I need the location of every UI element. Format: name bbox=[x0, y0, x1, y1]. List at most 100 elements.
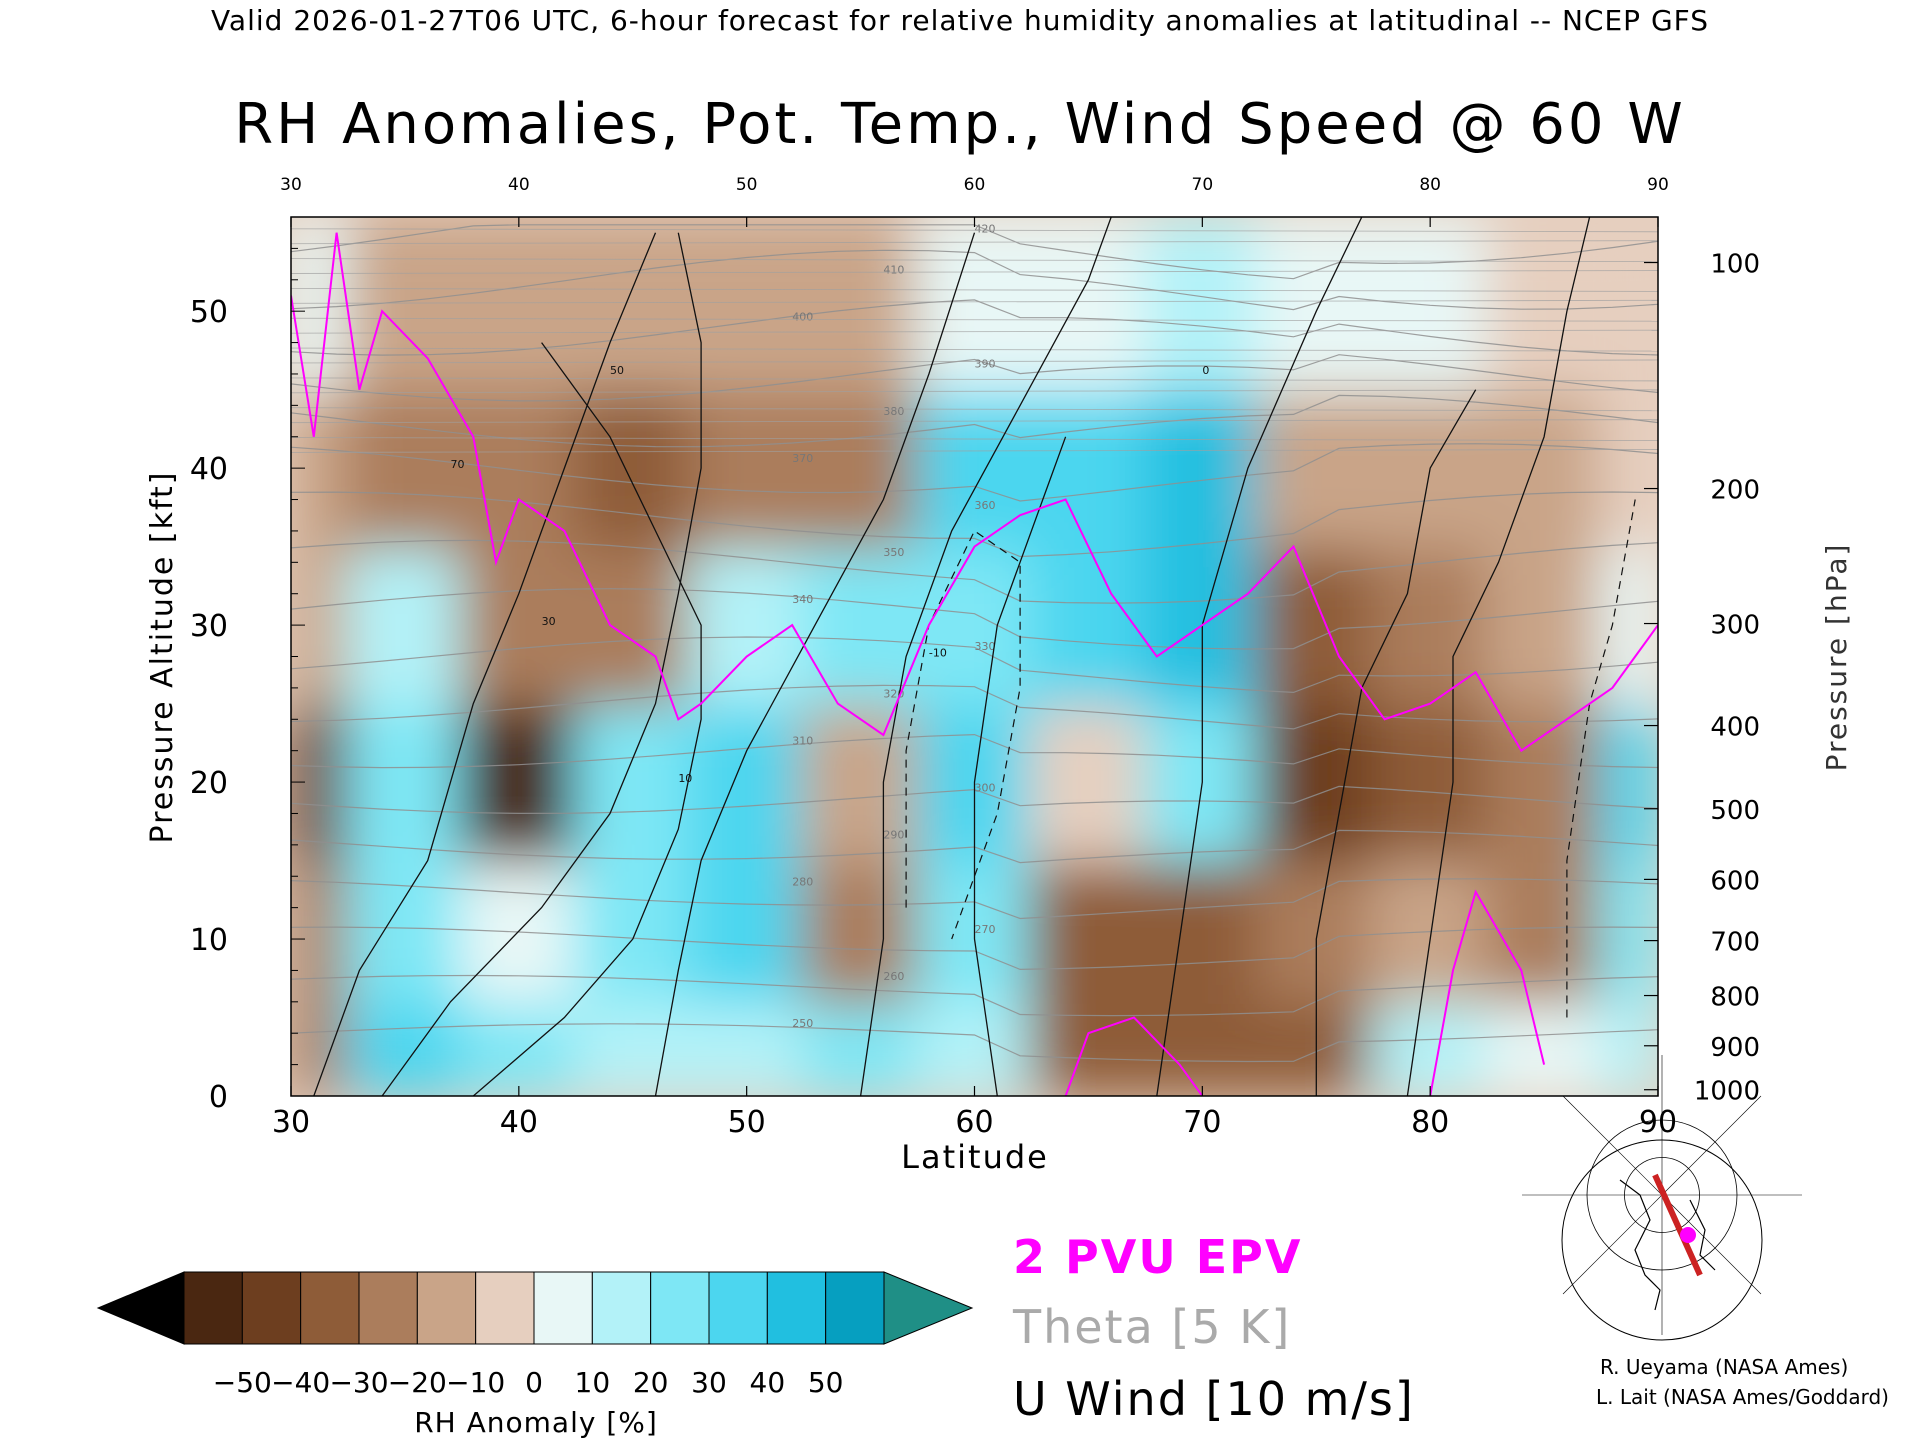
colorbar-label: RH Anomaly [%] bbox=[414, 1406, 658, 1439]
rh-cell bbox=[687, 217, 806, 392]
theta-contour-label: 310 bbox=[792, 734, 813, 747]
rh-cell bbox=[1143, 858, 1262, 1004]
rh-cell bbox=[915, 387, 1034, 549]
colorbar-tick-label: 20 bbox=[633, 1366, 669, 1399]
theta-contour-fine bbox=[291, 329, 1658, 334]
rh-cell bbox=[1029, 858, 1148, 1004]
colorbar-box bbox=[416, 1271, 477, 1345]
theta-contour-fine bbox=[291, 270, 1658, 274]
x-tick-label: 70 bbox=[1183, 1105, 1221, 1140]
rh-cell bbox=[801, 387, 920, 549]
theta-contour-fine bbox=[291, 389, 1658, 394]
u-wind-contour-label: 50 bbox=[610, 364, 624, 377]
u-wind-contour bbox=[859, 217, 1112, 1096]
chart-title: RH Anomalies, Pot. Temp., Wind Speed @ 6… bbox=[234, 92, 1686, 157]
x-top-tick-label: 90 bbox=[1647, 175, 1669, 195]
rh-cell bbox=[459, 999, 578, 1096]
x-tick-label: 30 bbox=[272, 1105, 310, 1140]
u-wind-contour-label: 30 bbox=[542, 615, 556, 628]
inset-location-marker bbox=[1680, 1227, 1696, 1243]
u-wind-contour-label: 70 bbox=[450, 458, 464, 471]
x-top-tick-label: 60 bbox=[964, 175, 986, 195]
rh-cell bbox=[915, 217, 1034, 392]
epv-contour-lower bbox=[1429, 889, 1546, 1096]
colorbar-box bbox=[183, 1271, 243, 1345]
theta-contour-label: 350 bbox=[883, 546, 904, 559]
rh-cell bbox=[687, 858, 806, 1004]
x-axis-label: Latitude bbox=[901, 1138, 1049, 1176]
colorbar-tick-label: −20 bbox=[388, 1366, 447, 1399]
rh-cell bbox=[1371, 217, 1490, 392]
y-tick-label: 40 bbox=[190, 452, 228, 487]
rh-cell bbox=[1029, 544, 1148, 706]
y-tick-label: 10 bbox=[190, 923, 228, 958]
theta-contour-label: 380 bbox=[883, 405, 904, 418]
rh-cell bbox=[1029, 217, 1148, 392]
colorbar-box bbox=[475, 1271, 535, 1345]
inset-meridian bbox=[1562, 1194, 1663, 1295]
colorbar-box bbox=[708, 1271, 768, 1345]
y2-axis-label: Pressure [hPa] bbox=[1820, 543, 1853, 772]
x-tick-label: 60 bbox=[955, 1105, 993, 1140]
colorbar-tick-label: −30 bbox=[329, 1366, 388, 1399]
rh-cell bbox=[1257, 387, 1376, 549]
credit-line-2: L. Lait (NASA Ames/Goddard) bbox=[1596, 1385, 1889, 1409]
rh-cell bbox=[687, 387, 806, 549]
rh-cell bbox=[1599, 217, 1658, 392]
x-tick-label: 80 bbox=[1411, 1105, 1449, 1140]
u-wind-contour bbox=[1406, 217, 1591, 1096]
x-top-tick-label: 80 bbox=[1419, 175, 1441, 195]
theta-contour-fine bbox=[291, 448, 1658, 453]
epv-contour bbox=[291, 232, 1658, 753]
rh-cell bbox=[1599, 544, 1658, 706]
inset-meridian bbox=[1661, 1095, 1762, 1196]
u-wind-contour bbox=[381, 232, 702, 1096]
theta-contour-label: 250 bbox=[792, 1017, 813, 1030]
colorbar-tick-label: 30 bbox=[691, 1366, 727, 1399]
theta-contour-label: 270 bbox=[975, 923, 996, 936]
theta-contour-label: 400 bbox=[792, 311, 813, 324]
epv-2pvu-contour bbox=[291, 232, 1658, 1096]
theta-contour-label: 280 bbox=[792, 876, 813, 889]
theta-contour-label: 420 bbox=[975, 223, 996, 236]
rh-cell bbox=[1029, 701, 1148, 863]
rh-cell bbox=[345, 544, 464, 706]
u-wind-contour-label: 10 bbox=[678, 772, 692, 785]
colorbar-low-triangle bbox=[96, 1271, 185, 1345]
theta-contour-label: 300 bbox=[975, 781, 996, 794]
colorbar-box bbox=[591, 1271, 652, 1345]
rh-cell bbox=[1599, 387, 1658, 549]
theta-contour bbox=[291, 299, 1658, 356]
x-top-tick-label: 30 bbox=[280, 175, 302, 195]
rh-cell bbox=[1485, 217, 1604, 392]
colorbar-tick-label: 50 bbox=[808, 1366, 844, 1399]
theta-contour-fine bbox=[291, 437, 1658, 441]
theta-contours: 2502602702802903003103203303403503603703… bbox=[291, 223, 1658, 1063]
theta-contour-label: 410 bbox=[883, 264, 904, 277]
theta-contour-label: 330 bbox=[975, 640, 996, 653]
rh-cell bbox=[459, 387, 578, 549]
rh-cell bbox=[345, 999, 464, 1096]
colorbar: −50 −40 −30 −20 −10 0 10 20 30 40 50 bbox=[96, 1271, 974, 1399]
theta-contour-fine bbox=[291, 287, 1658, 292]
rh-cell bbox=[801, 217, 920, 392]
rh-cell bbox=[687, 701, 806, 863]
theta-contour-fine bbox=[291, 240, 1658, 245]
legend-u-wind: U Wind [10 m/s] bbox=[1013, 1372, 1415, 1426]
rh-cell bbox=[801, 701, 920, 863]
u-wind-contour-label: -10 bbox=[929, 647, 947, 660]
rh-cell bbox=[573, 999, 692, 1096]
u-wind-contour bbox=[472, 342, 702, 1096]
rh-cell bbox=[915, 999, 1034, 1096]
rh-cell bbox=[687, 999, 806, 1096]
y-tick-label: 0 bbox=[209, 1080, 228, 1115]
theta-contour bbox=[291, 539, 1658, 604]
colorbar-box bbox=[241, 1271, 302, 1345]
theta-contour-label: 260 bbox=[883, 970, 904, 983]
rh-cell bbox=[345, 387, 464, 549]
theta-contour-label: 340 bbox=[792, 593, 813, 606]
colorbar-high-triangle bbox=[883, 1271, 974, 1345]
theta-contour bbox=[291, 443, 1658, 502]
theta-contour bbox=[291, 1023, 1658, 1063]
